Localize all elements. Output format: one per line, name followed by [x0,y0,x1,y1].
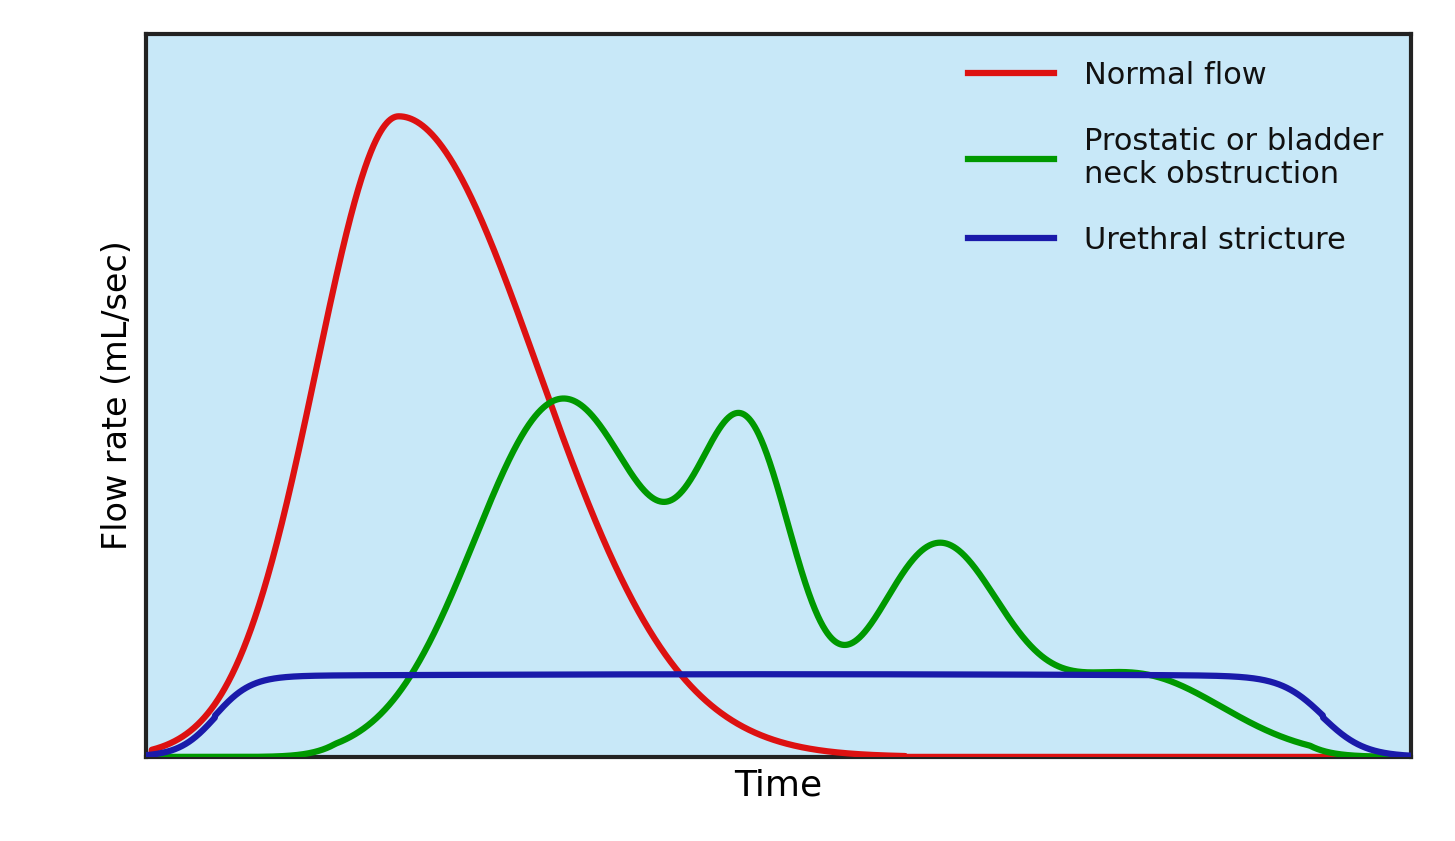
X-axis label: Time: Time [735,768,822,802]
Legend: Normal flow, Prostatic or bladder
neck obstruction, Urethral stricture: Normal flow, Prostatic or bladder neck o… [956,49,1395,267]
Y-axis label: Flow rate (mL/sec): Flow rate (mL/sec) [102,241,134,550]
